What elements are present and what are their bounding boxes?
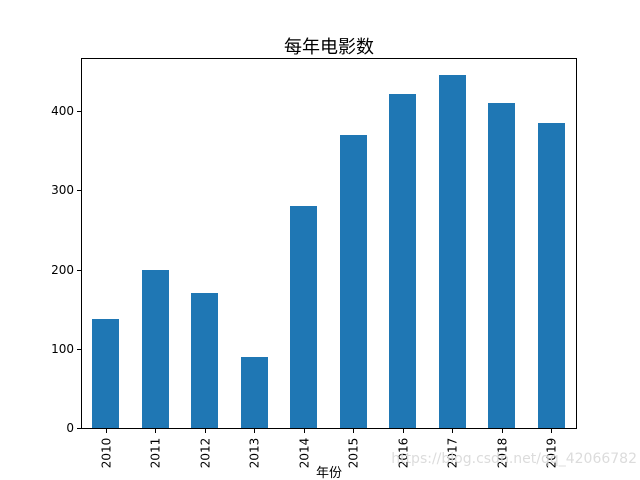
- chart-title: 每年电影数: [284, 37, 374, 58]
- y-tick-mark: [77, 190, 81, 191]
- watermark-text: https://blog.csdn.net/qq_42066782: [391, 451, 637, 467]
- y-tick-label: 400: [51, 104, 74, 118]
- x-tick-mark: [353, 429, 354, 433]
- bar-2016: [389, 94, 416, 428]
- x-tick-mark: [106, 429, 107, 433]
- bar-2018: [488, 103, 515, 428]
- y-tick-label: 200: [51, 263, 74, 277]
- y-tick-label: 100: [51, 342, 74, 356]
- y-tick-mark: [77, 349, 81, 350]
- bar-2014: [290, 206, 317, 428]
- bar-2011: [142, 270, 169, 428]
- x-tick-mark: [304, 429, 305, 433]
- x-tick-mark: [155, 429, 156, 433]
- x-tick-mark: [403, 429, 404, 433]
- bar-2012: [191, 293, 218, 428]
- bar-2017: [439, 75, 466, 428]
- y-tick-mark: [77, 270, 81, 271]
- y-tick-mark: [77, 111, 81, 112]
- bar-2019: [538, 123, 565, 428]
- y-tick-label: 300: [51, 183, 74, 197]
- y-tick-label: 0: [66, 421, 74, 435]
- bar-2013: [241, 357, 268, 428]
- x-tick-mark: [452, 429, 453, 433]
- x-tick-mark: [205, 429, 206, 433]
- x-tick-mark: [502, 429, 503, 433]
- bar-2010: [92, 319, 119, 428]
- bar-2015: [340, 135, 367, 428]
- x-tick-mark: [254, 429, 255, 433]
- y-tick-mark: [77, 428, 81, 429]
- x-tick-mark: [551, 429, 552, 433]
- x-axis-label: 年份: [315, 466, 342, 480]
